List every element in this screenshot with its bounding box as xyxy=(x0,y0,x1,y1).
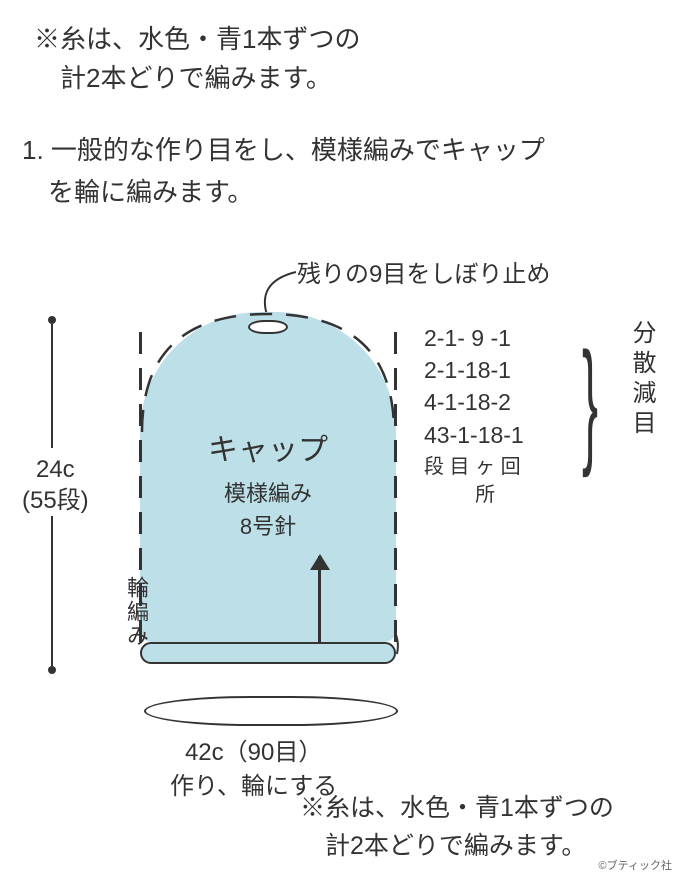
cap-sub1: 模様編み xyxy=(140,477,396,510)
note1-l1: ※糸は、水色・青1本ずつの xyxy=(34,20,360,59)
dec-sub: 段 目 ヶ 回 所 xyxy=(424,453,524,509)
height-l2: (55段) xyxy=(22,485,89,516)
yarn-note-bottom: ※糸は、水色・青1本ずつの 計2本どりで編みます。 xyxy=(300,790,614,865)
yarn-note-top: ※糸は、水色・青1本ずつの 計2本どりで編みます。 xyxy=(34,20,360,98)
cast-on-ellipse xyxy=(144,696,398,726)
dec-r4: 43-1-18-1 xyxy=(424,419,524,451)
copyright: ©ブティック社 xyxy=(599,857,672,873)
top-hole xyxy=(248,320,288,334)
decrease-table: 2-1- 9 -1 2-1-18-1 4-1-18-2 43-1-18-1 段 … xyxy=(424,322,524,509)
cast-l1: 42c（90目） xyxy=(170,736,337,770)
cap-diagram: キャップ 模様編み 8号針 xyxy=(140,312,396,664)
dash-seg xyxy=(394,548,397,570)
step1-l1: 1. 一般的な作り目をし、模様編みでキャップ xyxy=(22,130,545,172)
height-dot-top xyxy=(48,316,56,324)
note2-l2: 計2本どりで編みます。 xyxy=(300,828,614,866)
dec-r3: 4-1-18-2 xyxy=(424,386,524,418)
ring-knit-label: 輪編み xyxy=(120,576,152,648)
step1-l2: を輪に編みます。 xyxy=(22,172,545,214)
brace-label: 分散減目 xyxy=(624,320,659,440)
top-bind-off-label: 残りの9目をしぼり止め xyxy=(297,254,550,289)
dash-seg xyxy=(139,548,142,570)
note2-l1: ※糸は、水色・青1本ずつの xyxy=(300,790,614,828)
cap-base xyxy=(140,642,396,664)
arrow-line xyxy=(318,556,321,642)
height-line-bot xyxy=(51,516,53,666)
dash-seg xyxy=(394,584,397,606)
note1-l2: 計2本どりで編みます。 xyxy=(34,59,360,98)
step-1: 1. 一般的な作り目をし、模様編みでキャップ を輪に編みます。 xyxy=(22,130,545,213)
dash-seg xyxy=(394,620,397,642)
height-dot-bot xyxy=(48,666,56,674)
cap-sub2: 8号針 xyxy=(140,510,396,543)
brace-icon: } xyxy=(582,322,598,481)
dec-r1: 2-1- 9 -1 xyxy=(424,322,524,354)
cap-center-text: キャップ 模様編み 8号針 xyxy=(140,428,396,543)
height-l1: 24c xyxy=(22,454,89,485)
height-label: 24c (55段) xyxy=(22,454,89,516)
cap-title: キャップ xyxy=(140,428,396,473)
height-line-top xyxy=(51,324,53,448)
dec-r2: 2-1-18-1 xyxy=(424,354,524,386)
